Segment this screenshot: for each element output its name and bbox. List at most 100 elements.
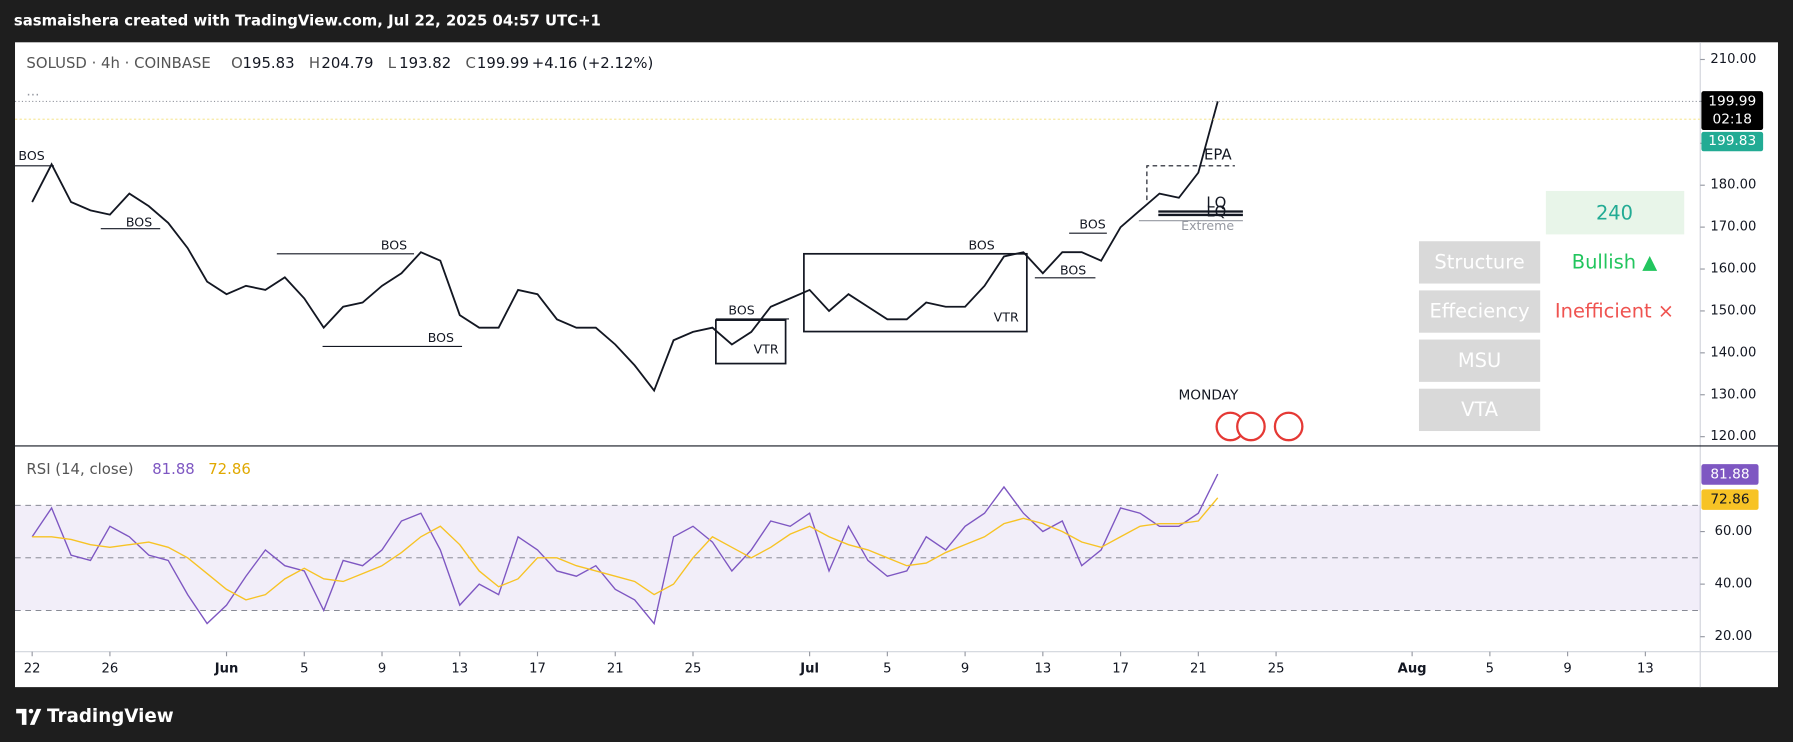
epa-box <box>1146 165 1235 201</box>
x-tick-label: 26 <box>102 661 119 676</box>
x-tick-label: 5 <box>883 661 891 676</box>
event-icon <box>1273 411 1304 442</box>
x-tick-label: 17 <box>1112 661 1129 676</box>
panel-label: VTA <box>1461 398 1499 421</box>
annotation: VTR <box>994 309 1019 324</box>
ohlc-text: C <box>465 54 475 72</box>
x-tick-label: 22 <box>24 661 41 676</box>
ohlc-text: 195.83 <box>243 54 295 72</box>
y-tick-label: 150.00 <box>1710 303 1756 318</box>
annotation: BOS <box>1060 262 1086 277</box>
ohlc-text: L <box>388 54 397 72</box>
y-tick-label: 210.00 <box>1710 52 1756 67</box>
panel-label-box <box>1418 388 1541 432</box>
ohlc-legend: O 195.83 H 204.79 L 193.82 C 199.99 +4.16 (+2.12… <box>231 54 653 72</box>
x-tick-label: 21 <box>607 661 624 676</box>
more: ... <box>26 83 39 99</box>
annotation: BOS <box>18 148 44 163</box>
annotation: BOS <box>969 237 995 252</box>
panel-label: MSU <box>1458 349 1501 372</box>
y-tick-label: 40.00 <box>1715 577 1753 592</box>
annotation: LQ <box>1206 203 1226 221</box>
ohlc-text: 193.82 <box>399 54 451 72</box>
x-tick-label: 21 <box>1190 661 1207 676</box>
footer: TradingView <box>47 706 174 727</box>
vtr-box <box>803 252 1028 333</box>
x-tick-label: Aug <box>1398 661 1427 676</box>
x-tick-label: 9 <box>378 661 386 676</box>
x-tick-label: 5 <box>300 661 308 676</box>
annotation: BOS <box>728 302 754 317</box>
x-tick-label: 9 <box>961 661 969 676</box>
plot: 210.00200.00190.00180.00170.00160.00150.… <box>15 52 1764 676</box>
annotation: LQ <box>1206 194 1226 212</box>
annotation: BOS <box>381 237 407 252</box>
panel-status: Inefficient × <box>1555 300 1674 323</box>
annotation: VTR <box>754 341 779 356</box>
annotation: BOS <box>126 214 152 229</box>
x-tick-label: 25 <box>685 661 702 676</box>
series-line <box>31 101 1219 393</box>
last-price-badge <box>1701 91 1764 131</box>
panel-status: Bullish ▲ <box>1572 250 1657 273</box>
rsi-ma-legend-value: 72.86 <box>208 460 251 478</box>
ohlc-text: 199.99 <box>477 54 529 72</box>
rsi-badge-label: 81.88 <box>1710 466 1749 482</box>
price-line-label: 199.83 <box>1708 133 1756 149</box>
panel-label-box <box>1418 290 1541 333</box>
rsi-legend-value: 81.88 <box>152 460 195 478</box>
annotation: EPA <box>1204 145 1232 163</box>
drawings <box>15 165 1243 365</box>
countdown: 02:18 <box>1713 112 1753 128</box>
x-tick-label: Jun <box>214 661 239 676</box>
last-price: 199.99 <box>1708 93 1756 109</box>
rsi-title: RSI (14, close) <box>26 460 133 478</box>
price-line-badge <box>1701 131 1764 152</box>
ohlc-text: O <box>231 54 243 72</box>
logo <box>16 708 42 725</box>
rsi-badge <box>1701 464 1759 485</box>
panel-label-box <box>1418 339 1541 382</box>
event-icon <box>1236 411 1266 442</box>
event-icons <box>1215 411 1304 442</box>
annotation: BOS <box>1079 217 1105 232</box>
panel-label: Structure <box>1434 250 1524 273</box>
session-label: MONDAY <box>1178 388 1238 404</box>
x-tick-label: 13 <box>1637 661 1654 676</box>
vtr-box <box>715 319 787 365</box>
x-tick-label: 25 <box>1268 661 1285 676</box>
x-tick-label: 13 <box>1034 661 1051 676</box>
logo-dot <box>28 708 34 714</box>
y-tick-label: 120.00 <box>1710 429 1756 444</box>
y-tick-label: 160.00 <box>1710 262 1756 277</box>
series-line <box>32 497 1219 601</box>
x-tick-label: Jul <box>799 661 819 676</box>
y-tick-label: 180.00 <box>1710 178 1756 193</box>
y-tick-label: 170.00 <box>1710 220 1756 235</box>
x-tick-label: 17 <box>529 661 546 676</box>
status-panel: Structure Bullish ▲ Effeciency Inefficient … <box>1418 241 1674 432</box>
y-tick-label: 20.00 <box>1715 629 1753 644</box>
x-tick-label: 5 <box>1486 661 1494 676</box>
x-tick-label: 13 <box>451 661 468 676</box>
y-tick-label: 130.00 <box>1710 387 1756 402</box>
series-line <box>31 473 1219 626</box>
annotation: BOS <box>428 330 454 345</box>
ohlc-text: 204.79 <box>321 54 373 72</box>
timeframe: 240 <box>1596 201 1633 224</box>
annotation: Extreme <box>1181 218 1234 233</box>
y-tick-label: 140.00 <box>1710 345 1756 360</box>
y-tick-label: 60.00 <box>1715 524 1753 539</box>
header: sasmaishera created with TradingView.com… <box>14 12 601 30</box>
panel-label-box <box>1418 241 1541 284</box>
ohlc-text: H <box>309 54 320 72</box>
rsi-badge-label: 72.86 <box>1710 492 1749 508</box>
ohlc-text: +4.16 (+2.12%) <box>532 54 654 72</box>
x-tick-label: 9 <box>1563 661 1571 676</box>
panel-label: Effeciency <box>1430 300 1530 323</box>
timeframe-box <box>1545 190 1685 235</box>
rsi-badge <box>1701 489 1759 510</box>
symbol: SOLUSD · 4h · COINBASE <box>26 54 210 72</box>
